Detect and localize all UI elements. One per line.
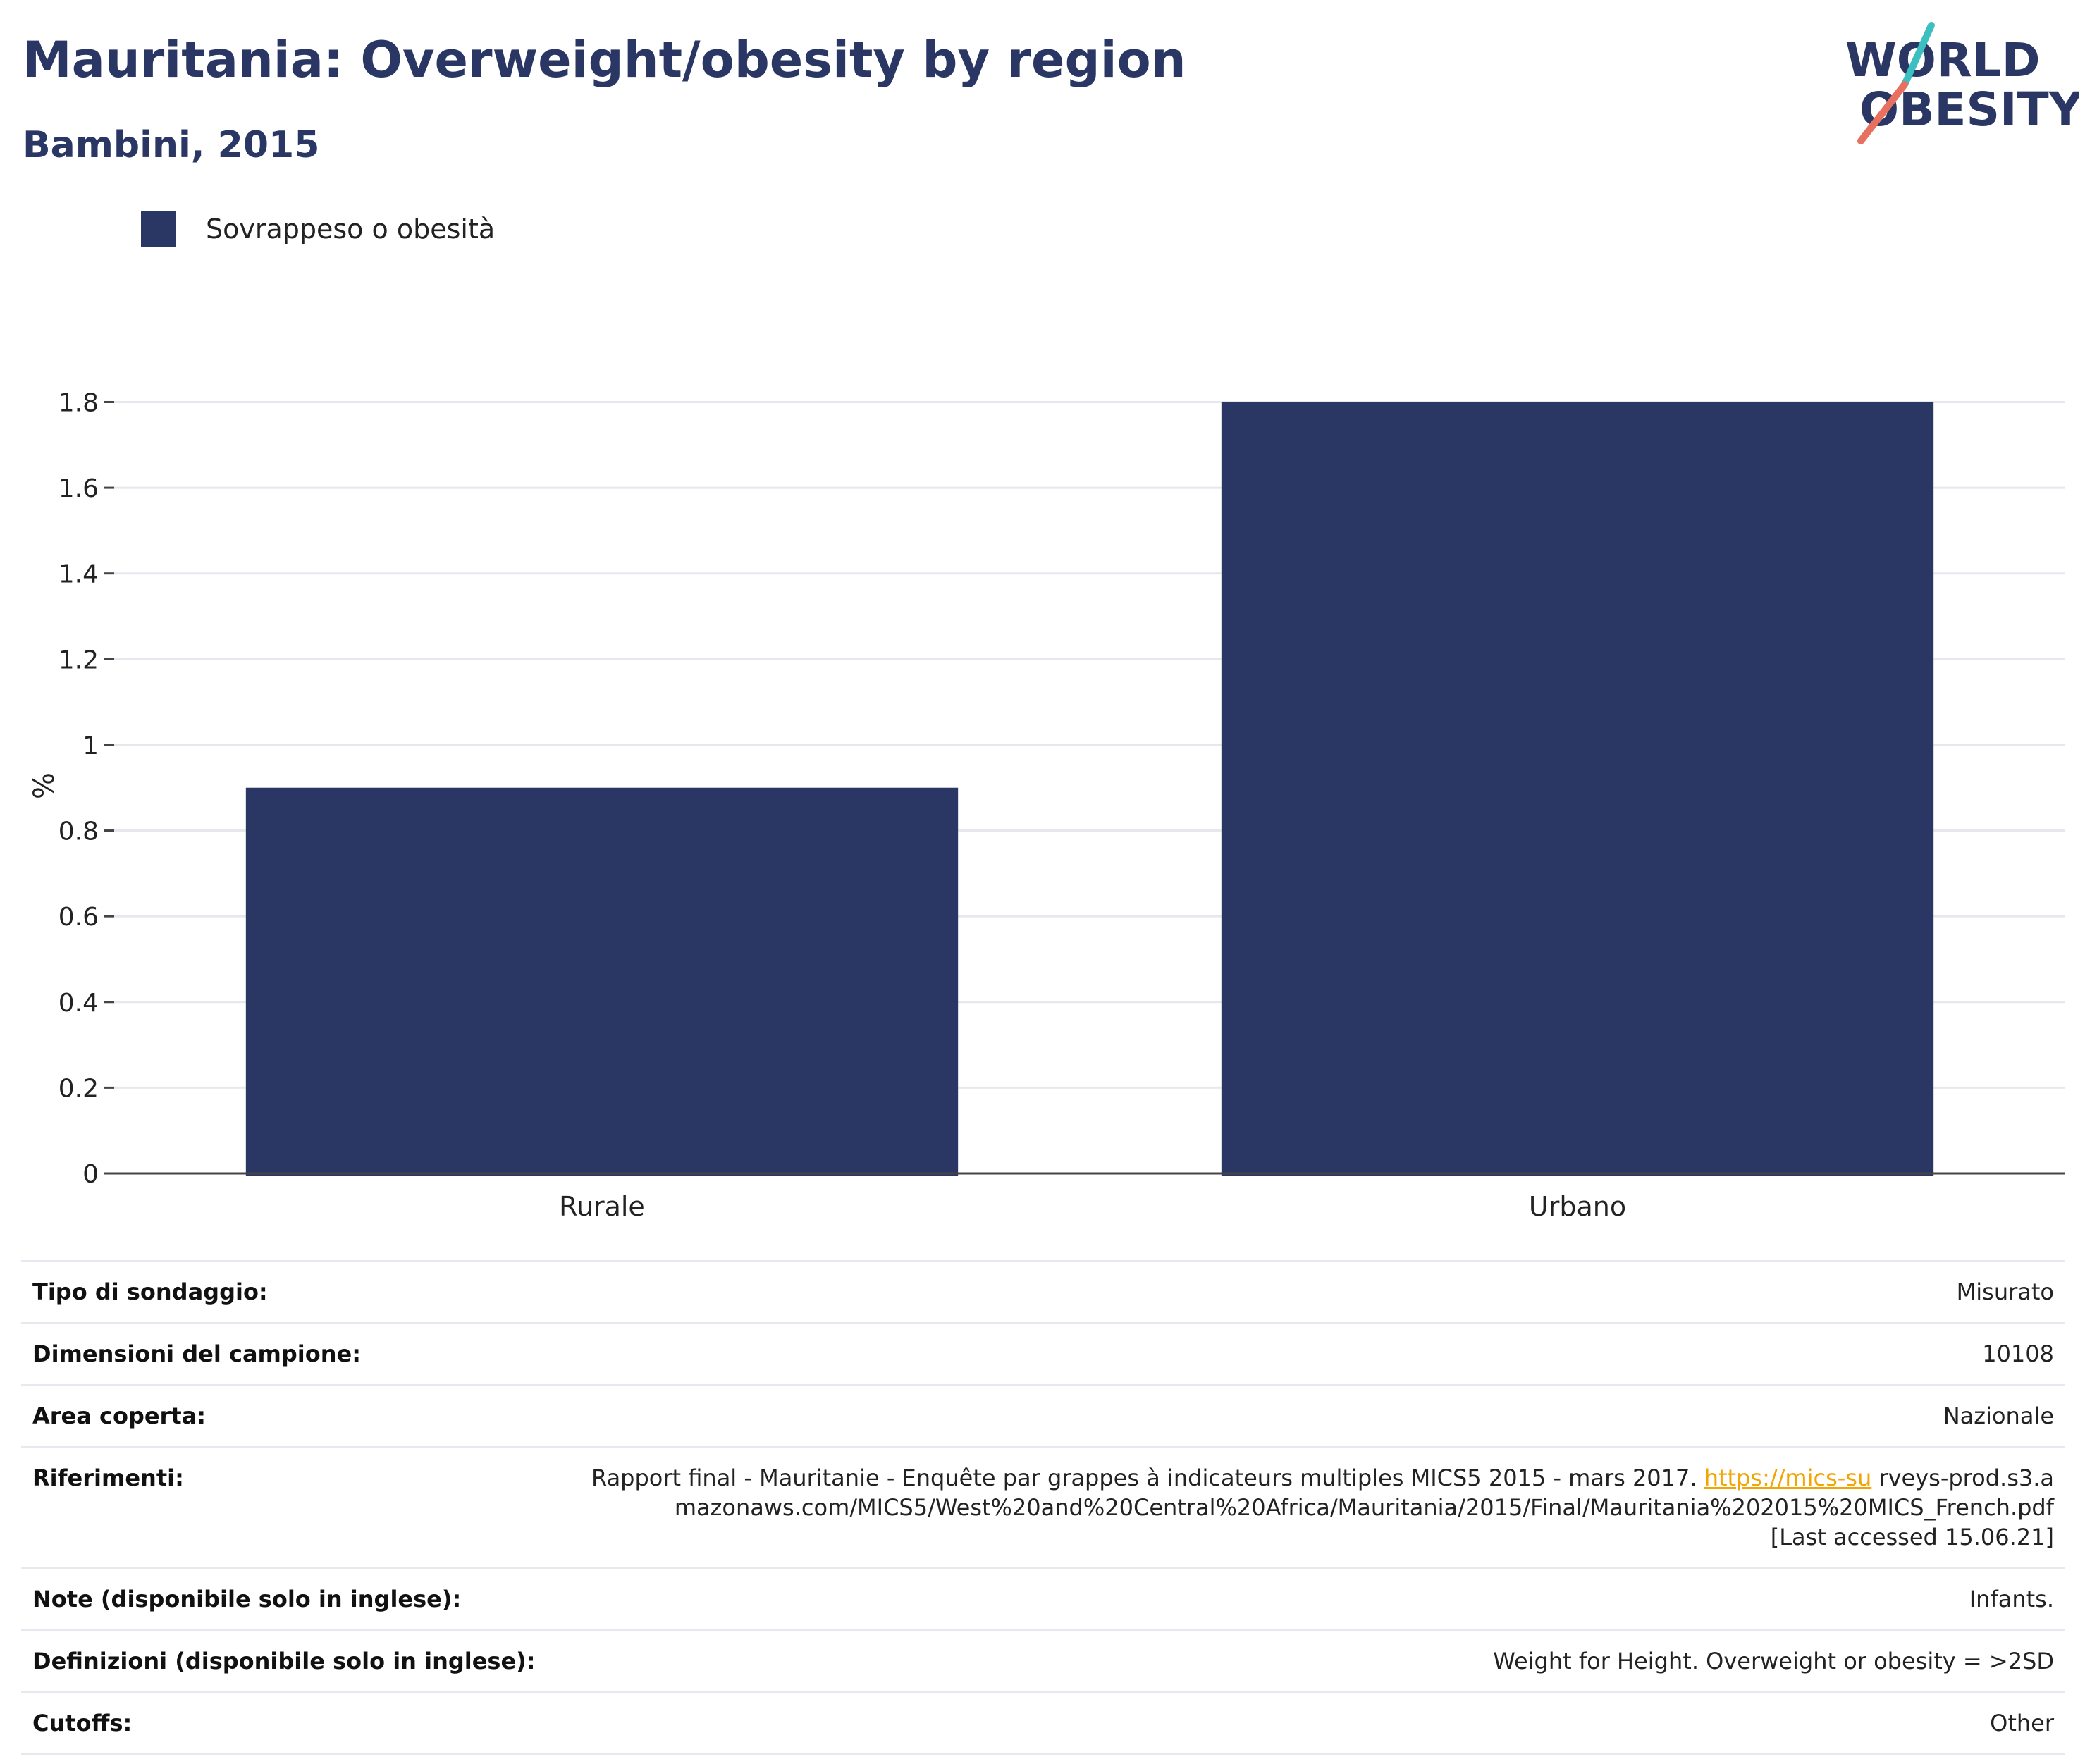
y-tick-label: 1.8 <box>59 388 99 417</box>
info-row-notes: Note (disponibile solo in inglese): Infa… <box>21 1567 2065 1630</box>
logo-slash-coral <box>1857 81 1908 144</box>
y-tick-label: 1 <box>82 732 99 760</box>
info-label: Definizioni (disponibile solo in inglese… <box>21 1629 579 1692</box>
info-value-references: Rapport final - Mauritanie - Enquête par… <box>579 1446 2065 1568</box>
logo-word-world: WORLD <box>1845 33 2041 87</box>
legend[interactable]: Sovrappeso o obesità <box>141 211 495 247</box>
y-tick-label: 0.8 <box>59 818 99 846</box>
world-obesity-logo: WORLD OBESITY <box>1845 22 2079 144</box>
y-tick-label: 1.4 <box>59 560 99 589</box>
info-value: Weight for Height. Overweight or obesity… <box>579 1629 2065 1692</box>
chart-subtitle: Bambini, 2015 <box>23 124 320 166</box>
info-row-sample-size: Dimensioni del campione: 10108 <box>21 1322 2065 1385</box>
info-row-area: Area coperta: Nazionale <box>21 1384 2065 1447</box>
info-label: Note (disponibile solo in inglese): <box>21 1567 579 1630</box>
y-tick-label: 1.2 <box>59 646 99 674</box>
info-row-cutoffs: Cutoffs: Other <box>21 1691 2065 1755</box>
legend-swatch <box>141 211 176 247</box>
bar <box>1221 402 1934 1176</box>
info-label: Dimensioni del campione: <box>21 1322 579 1385</box>
reference-accessed: [Last accessed 15.06.21] <box>1770 1524 2054 1550</box>
reference-link[interactable]: https://mics-su <box>1704 1464 1872 1491</box>
info-value: 10108 <box>579 1322 2065 1385</box>
y-tick-label: 0.6 <box>59 903 99 932</box>
info-value: Infants. <box>579 1567 2065 1630</box>
x-tick-label: Rurale <box>559 1191 645 1222</box>
info-label: Cutoffs: <box>21 1691 579 1755</box>
bar <box>245 787 959 1176</box>
y-tick-label: 0.4 <box>59 989 99 1018</box>
reference-text: Rapport final - Mauritanie - Enquête par… <box>591 1464 1697 1491</box>
info-label: Tipo di sondaggio: <box>21 1260 579 1323</box>
x-tick-label: Urbano <box>1529 1191 1626 1222</box>
info-value: Nazionale <box>579 1384 2065 1447</box>
y-tick-label: 1.6 <box>59 474 99 503</box>
info-row-survey-type: Tipo di sondaggio: Misurato <box>21 1260 2065 1323</box>
info-value: Other <box>579 1691 2065 1755</box>
legend-label: Sovrappeso o obesità <box>206 214 496 245</box>
bar-chart: 0 0.2 0.4 0.6 0.8 1 1.2 1.4 1.6 1.8 Rurale Urbano% <box>28 388 2065 1222</box>
survey-info-table: Tipo di sondaggio: Misurato Dimensioni d… <box>21 1260 2065 1755</box>
reference-link-rest: rveys-prod.s3.amazonaws.com/MICS5/West%2… <box>674 1464 2054 1521</box>
info-row-references: Riferimenti: Rapport final - Mauritanie … <box>21 1446 2065 1568</box>
info-value: Misurato <box>579 1260 2065 1323</box>
info-row-definitions: Definizioni (disponibile solo in inglese… <box>21 1629 2065 1692</box>
chart-title: Mauritania: Overweight/obesity by region <box>23 31 1186 89</box>
y-tick-label: 0.2 <box>59 1074 99 1103</box>
y-tick-label: 0 <box>82 1160 99 1189</box>
info-label: Area coperta: <box>21 1384 579 1447</box>
logo-slash-teal <box>1901 22 1935 88</box>
y-axis-label: % <box>28 772 61 799</box>
info-label: Riferimenti: <box>21 1446 579 1568</box>
